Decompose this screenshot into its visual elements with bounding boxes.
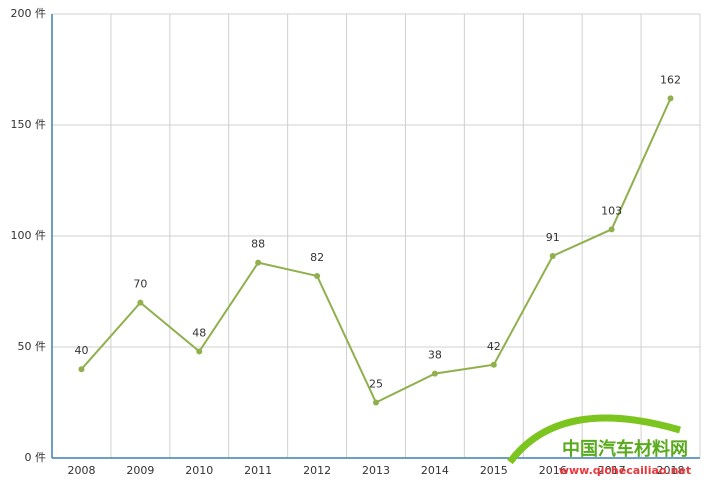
x-tick-label: 2018	[657, 464, 685, 477]
data-label: 103	[601, 204, 622, 217]
data-label: 91	[546, 231, 560, 244]
watermark-url: www.qichecailiao.net	[559, 464, 691, 477]
point	[137, 299, 144, 306]
data-label: 48	[192, 326, 206, 339]
x-tick-label: 2016	[539, 464, 567, 477]
data-label: 88	[251, 238, 265, 251]
data-label: 162	[660, 73, 681, 86]
grid	[51, 13, 701, 459]
y-tick-label: 50 件	[18, 340, 47, 353]
point	[431, 370, 438, 377]
point	[549, 252, 556, 259]
point	[255, 259, 262, 266]
point	[667, 95, 674, 102]
x-tick-label: 2014	[421, 464, 449, 477]
y-tick-label: 0 件	[25, 451, 47, 464]
watermark-arc	[507, 414, 681, 465]
data-label: 25	[369, 378, 383, 391]
point	[196, 348, 203, 355]
point	[314, 272, 321, 279]
x-tick-label: 2012	[303, 464, 331, 477]
data-label: 82	[310, 251, 324, 264]
plot: 0 件 50 件 100 件 150 件 200 件 2008 2009 2010 2011 20…	[11, 7, 685, 477]
y-tick-label: 100 件	[11, 229, 47, 242]
x-tick-label: 2009	[126, 464, 154, 477]
x-tick-label: 2013	[362, 464, 390, 477]
x-tick-label: 2011	[244, 464, 272, 477]
y-tick-label: 200 件	[11, 7, 47, 20]
point	[78, 366, 85, 373]
data-label: 38	[428, 349, 442, 362]
point	[608, 226, 615, 233]
data-label: 70	[133, 278, 147, 291]
x-tick-label: 2010	[185, 464, 213, 477]
point	[373, 399, 379, 406]
watermark-title: 中国汽车材料网	[562, 438, 688, 460]
data-label: 40	[74, 344, 88, 357]
watermark: 中国汽车材料网 www.qichecailiao.net	[507, 414, 691, 477]
x-tick-label: 2008	[67, 464, 95, 477]
x-tick-label: 2017	[598, 464, 626, 477]
x-tick-label: 2015	[480, 464, 508, 477]
data-label: 42	[487, 340, 501, 353]
point	[490, 361, 497, 368]
y-tick-label: 150 件	[11, 118, 47, 131]
